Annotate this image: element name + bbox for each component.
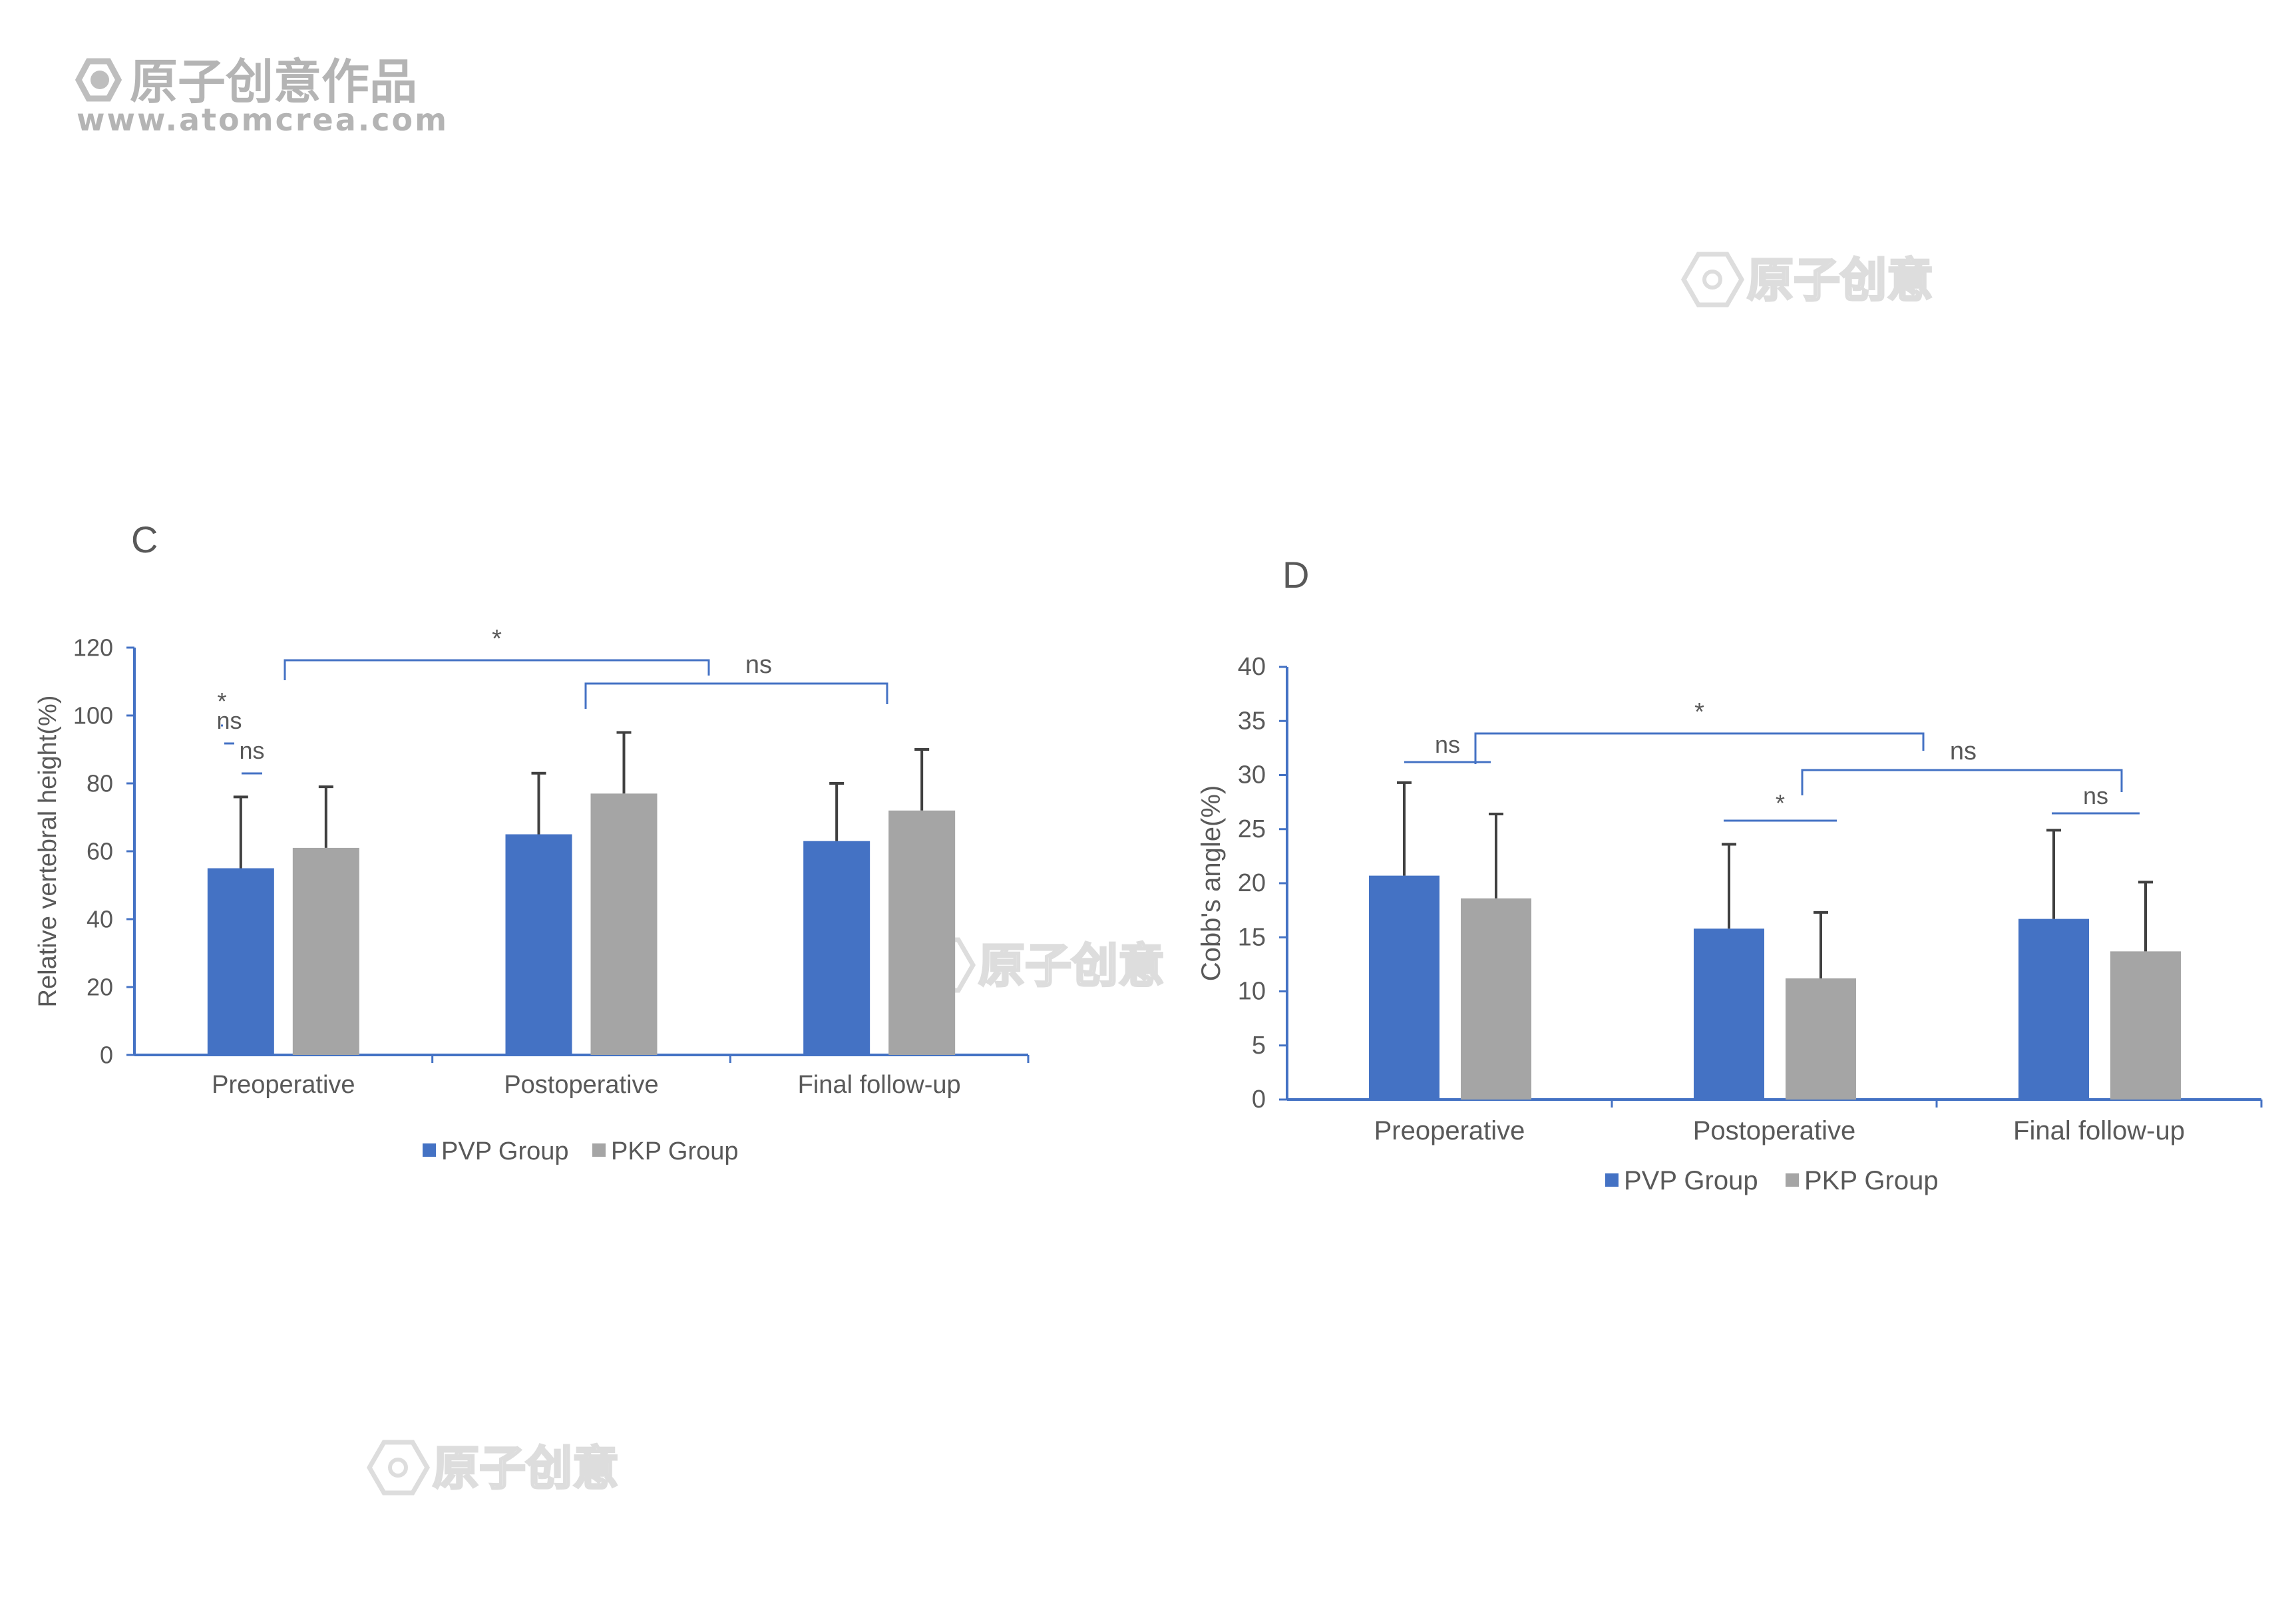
- y-axis-title: Relative vertebral height(%): [34, 696, 62, 1008]
- bar: [803, 841, 870, 1055]
- watermark-stamp-3: 原子创意: [366, 1440, 620, 1497]
- bar: [1786, 978, 1856, 1100]
- y-tick-label: 20: [1238, 869, 1266, 897]
- significance-label: ns: [1950, 737, 1977, 765]
- significance-label: ns: [239, 737, 264, 764]
- legend-swatch: [423, 1143, 436, 1157]
- y-tick-label: 15: [1238, 923, 1266, 951]
- watermark-stamp-text: 原子创意: [978, 938, 1165, 993]
- bar: [888, 810, 956, 1055]
- significance-label: ns: [745, 651, 772, 679]
- significance-label: ns: [216, 707, 242, 734]
- bar: [505, 834, 572, 1055]
- significance-label: *: [217, 688, 226, 715]
- bar: [2110, 951, 2181, 1100]
- y-tick-label: 5: [1252, 1032, 1266, 1060]
- y-tick-label: 0: [100, 1042, 113, 1069]
- x-tick-label: Preoperative: [1374, 1116, 1525, 1145]
- y-tick-label: 80: [87, 770, 113, 797]
- bar: [207, 868, 274, 1055]
- legend-label: PKP Group: [1804, 1166, 1939, 1195]
- significance-label: *: [492, 625, 502, 653]
- y-tick-label: 10: [1238, 978, 1266, 1006]
- watermark-stamp-1: 原子创意: [1680, 252, 1935, 309]
- y-tick-label: 40: [87, 906, 113, 933]
- panel-label: C: [131, 518, 158, 560]
- x-tick-label: Postoperative: [504, 1071, 658, 1099]
- x-tick-label: Final follow-up: [2013, 1116, 2185, 1145]
- watermark-logo: 原子创意作品 www.atomcrea.com: [75, 54, 449, 138]
- watermark-stamp-text: 原子创意: [1747, 253, 1933, 307]
- bar: [1694, 928, 1764, 1100]
- significance-bracket: [584, 682, 888, 709]
- chart-panel-d: D Cobb's angle(%) 0 5 10 15 20 25 30 35 40 Preopera…: [1197, 554, 2263, 1195]
- atom-stamp-icon: [1680, 252, 1745, 307]
- y-tick-label: 120: [73, 634, 113, 662]
- legend-label: PVP Group: [1624, 1166, 1758, 1195]
- atom-logo-icon: [75, 58, 122, 102]
- significance-label: ns: [1435, 731, 1460, 758]
- x-tick-label: Final follow-up: [798, 1071, 961, 1099]
- watermark-stamp-text: 原子创意: [433, 1441, 619, 1496]
- significance-label: ns: [2083, 782, 2108, 809]
- y-tick-label: 40: [1238, 653, 1266, 681]
- y-tick-label: 35: [1238, 707, 1266, 735]
- atom-stamp-icon: [366, 1440, 431, 1496]
- watermark-logo-text: 原子创意作品: [130, 54, 417, 110]
- legend-swatch: [1605, 1173, 1619, 1187]
- panel-label: D: [1282, 554, 1309, 596]
- bar: [292, 847, 359, 1055]
- bar: [2018, 918, 2089, 1100]
- y-tick-label: 25: [1238, 815, 1266, 843]
- y-tick-label: 60: [87, 838, 113, 865]
- x-tick-label: Postoperative: [1693, 1116, 1856, 1145]
- significance-label: *: [1776, 789, 1785, 817]
- significance-label: *: [1694, 698, 1704, 726]
- chart-panel-c: C Relative vertebral height(%) 0 20 40 60 80 10…: [34, 518, 1030, 1165]
- significance-bracket: [1474, 732, 1925, 764]
- legend-swatch: [1786, 1173, 1799, 1187]
- x-tick-label: Preoperative: [212, 1071, 355, 1099]
- y-tick-label: 0: [1252, 1086, 1266, 1114]
- bar: [590, 793, 658, 1055]
- y-tick-label: 20: [87, 974, 113, 1001]
- watermark-url: www.atomcrea.com: [77, 102, 449, 138]
- significance-bracket: [1801, 769, 2123, 795]
- bar: [1369, 875, 1439, 1100]
- legend-swatch: [592, 1143, 606, 1157]
- significance-bracket: [284, 659, 710, 680]
- y-tick-label: 100: [73, 702, 113, 729]
- bar: [1461, 898, 1531, 1100]
- y-tick-label: 30: [1238, 761, 1266, 789]
- legend-label: PVP Group: [441, 1137, 569, 1165]
- legend-label: PKP Group: [611, 1137, 739, 1165]
- y-axis-title: Cobb's angle(%): [1197, 785, 1226, 981]
